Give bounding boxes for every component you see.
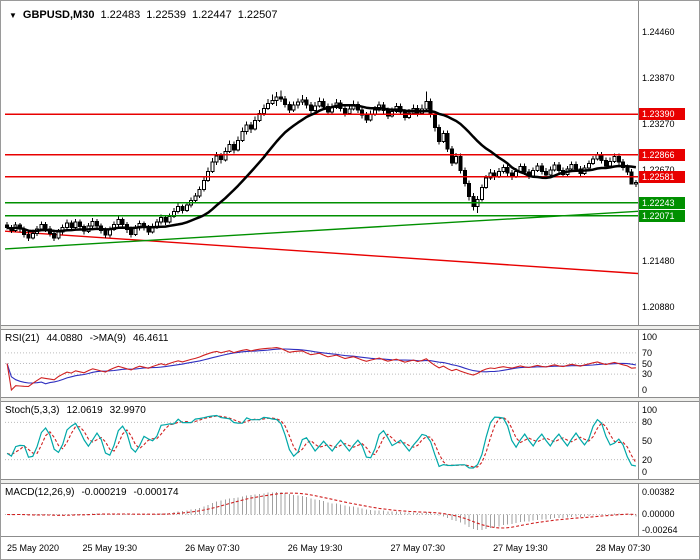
rsi-tick-label: 70 [642,347,653,358]
rsi-indicator-label: RSI(21) 44.0880 ->MA(9) 46.4611 [5,333,168,344]
price-tick-label: 1.21480 [642,256,675,267]
stochastic-axis[interactable]: 100 80 50 20 0 [642,402,699,479]
ohlc-open: 1.22483 [100,9,141,21]
time-axis[interactable]: 25 May 2020 25 May 19:30 26 May 07:30 26 Ma… [5,541,650,559]
stoch-tick-label: 0 [642,467,648,477]
moving-average-line [6,103,637,233]
price-tick-label: 1.24460 [642,27,675,38]
rsi-tick-label: 0 [642,385,648,395]
time-axis-label: 26 May 07:30 [185,543,240,553]
stoch-tick-label: 80 [642,417,653,428]
macd-signal-value: -0.000174 [133,487,179,498]
macd-tick-label: 0.00382 [642,487,675,497]
symbol-marker-icon: ▼ [9,10,17,20]
macd-tick-label: -0.00264 [642,525,678,535]
rsi-plot[interactable] [5,330,638,397]
rsi-tick-label: 50 [642,358,653,369]
price-tick-label: 1.23270 [642,118,675,129]
stoch-tick-label: 50 [642,436,653,446]
time-axis-label: 27 May 19:30 [493,543,548,553]
rsi-tick-label: 30 [642,369,653,380]
macd-value: -0.000219 [81,487,127,498]
rsi-ma-name: ->MA(9) [89,333,127,344]
stoch-signal-line [6,415,637,468]
chart-symbol-timeframe: GBPUSD,M30 [22,9,95,21]
candles-layer [5,90,638,242]
price-level-badge: 1.23390 [639,108,685,121]
stoch-tick-label: 100 [642,405,658,415]
main-chart-plot[interactable] [5,5,638,325]
macd-signal-line [7,492,636,529]
panel-splitter[interactable] [1,325,699,330]
time-axis-label: 25 May 19:30 [82,543,138,553]
stochastic-plot[interactable] [5,402,638,479]
macd-axis[interactable]: 0.00382 0.00000 -0.00264 [642,484,699,536]
chart-title: ▼ GBPUSD,M30 1.22483 1.22539 1.22447 1.2… [9,9,278,21]
price-axis[interactable]: 1.244601.238701.232701.226701.220701.214… [639,5,699,325]
price-level-badge: 1.22243 [639,196,685,209]
price-level-badge: 1.22071 [639,209,685,222]
horizontal-levels-layer [5,113,638,217]
macd-subwindow[interactable] [5,484,638,536]
rsi-value: 44.0880 [46,333,83,344]
trendline-ascending [5,210,638,250]
stoch-k-value: 12.0619 [66,405,103,416]
stochastic-subwindow[interactable] [5,402,638,479]
time-axis-label: 25 May 2020 [7,543,60,553]
price-level-badge: 1.22581 [639,170,685,183]
price-tick-label: 1.23870 [642,72,675,83]
stochastic-indicator-label: Stoch(5,3,3) 12.0619 32.9970 [5,405,146,416]
ohlc-close: 1.22507 [237,9,278,21]
time-axis-label: 26 May 19:30 [287,543,343,553]
trendline-descending [5,230,638,275]
macd-tick-label: 0.00000 [642,509,675,520]
stoch-name: Stoch(5,3,3) [5,405,60,416]
price-level-badge: 1.22866 [639,148,685,161]
price-axis-border [638,1,639,536]
ohlc-high: 1.22539 [146,9,186,21]
time-axis-label: 28 May 07:30 [595,543,651,553]
main-price-chart[interactable] [5,5,638,325]
stoch-main-line [6,414,637,469]
macd-plot[interactable] [5,484,638,536]
price-tick-label: 1.20880 [642,302,675,313]
rsi-tick-label: 100 [642,332,658,342]
macd-name: MACD(12,26,9) [5,487,75,498]
panel-splitter[interactable] [1,397,699,402]
ohlc-low: 1.22447 [191,9,232,21]
time-axis-border [1,536,699,537]
time-axis-label: 27 May 07:30 [390,543,445,553]
rsi-axis[interactable]: 100 70 50 30 0 [642,330,699,397]
panel-splitter[interactable] [1,479,699,484]
macd-indicator-label: MACD(12,26,9) -0.000219 -0.000174 [5,487,179,498]
rsi-line [6,347,636,392]
rsi-name: RSI(21) [5,333,40,344]
rsi-subwindow[interactable] [5,330,638,397]
rsi-ma-value: 46.4611 [133,333,169,344]
stoch-d-value: 32.9970 [109,405,146,416]
price-tick-label: 1.22670 [642,165,675,175]
stoch-tick-label: 20 [642,454,653,465]
